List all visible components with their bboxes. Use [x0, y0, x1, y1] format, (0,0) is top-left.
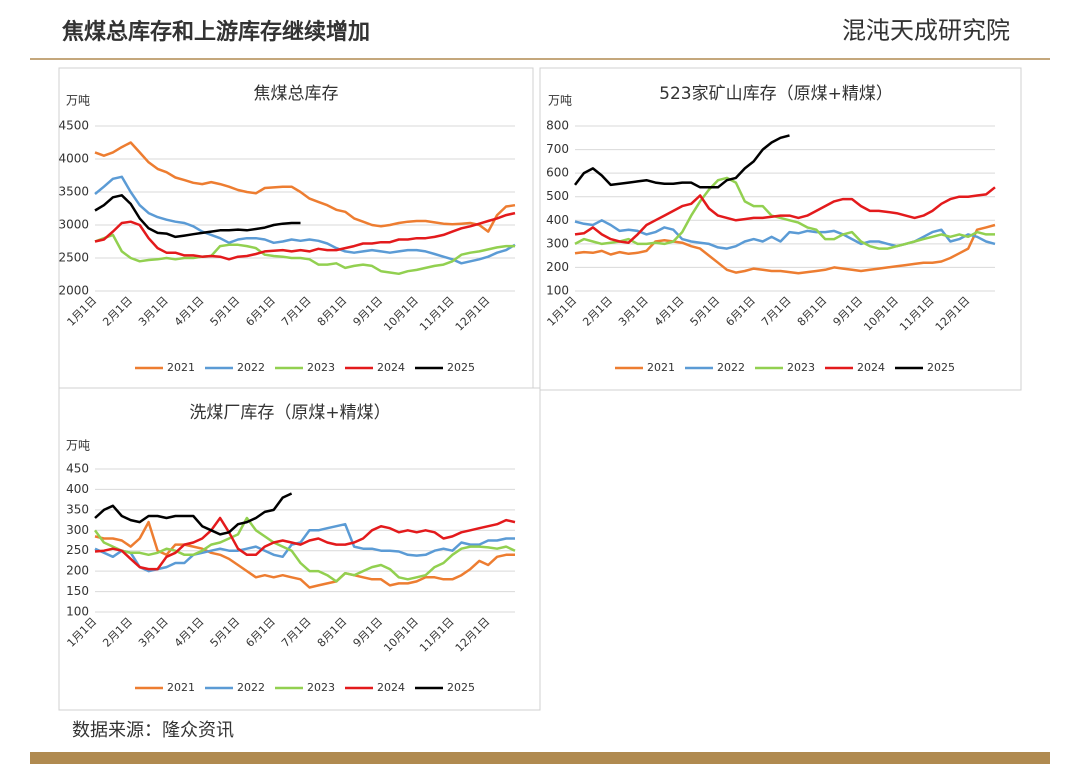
legend-label: 2021 — [167, 681, 195, 694]
y-tick-label: 300 — [546, 236, 569, 250]
y-tick-label: 100 — [546, 284, 569, 298]
legend-label: 2021 — [647, 361, 675, 374]
y-tick-label: 100 — [66, 605, 89, 619]
series-line — [574, 176, 995, 250]
series-line — [574, 223, 996, 275]
y-unit: 万吨 — [66, 94, 90, 108]
footer-bar — [30, 752, 1050, 764]
y-tick-label: 800 — [546, 119, 569, 133]
series-line — [94, 522, 515, 573]
y-tick-label: 700 — [546, 142, 569, 156]
series-line — [94, 233, 515, 276]
y-tick-label: 400 — [546, 213, 569, 227]
page-title: 焦煤总库存和上游库存继续增加 — [61, 19, 370, 45]
legend-label: 2025 — [447, 681, 475, 694]
legend-label: 2025 — [927, 361, 955, 374]
chart-title: 洗煤厂库存（原煤+精煤） — [189, 403, 390, 423]
chart-frame — [58, 67, 534, 389]
y-tick-label: 300 — [66, 523, 89, 537]
legend-label: 2023 — [307, 681, 335, 694]
series-line — [94, 194, 301, 239]
legend-label: 2025 — [447, 361, 475, 374]
series-line — [94, 141, 516, 233]
y-tick-label: 600 — [546, 166, 569, 180]
series-line — [94, 175, 516, 265]
legend-label: 2022 — [717, 361, 745, 374]
y-tick-label: 200 — [66, 564, 89, 578]
legend-label: 2022 — [237, 361, 265, 374]
y-tick-label: 2000 — [58, 284, 89, 298]
chart-title: 523家矿山库存（原煤+精煤） — [659, 84, 893, 104]
y-tick-label: 3500 — [58, 185, 89, 199]
legend-label: 2023 — [787, 361, 815, 374]
y-tick-label: 200 — [546, 260, 569, 274]
logo-box — [826, 12, 1026, 50]
y-tick-label: 150 — [66, 584, 89, 598]
series-line — [94, 211, 516, 261]
source-note: 数据来源：隆众资讯 — [72, 720, 234, 741]
y-tick-label: 4000 — [58, 152, 89, 166]
y-unit: 万吨 — [66, 439, 90, 453]
series-line — [574, 219, 996, 250]
y-tick-label: 2500 — [58, 251, 89, 265]
logo: 混沌天成研究院 — [842, 17, 1010, 45]
series-line — [94, 520, 515, 589]
chart-frame — [539, 67, 1022, 391]
chart-frame — [58, 387, 541, 711]
y-unit: 万吨 — [548, 94, 572, 108]
series-line — [94, 492, 293, 536]
y-tick-label: 3000 — [58, 218, 89, 232]
legend-label: 2023 — [307, 361, 335, 374]
series-line — [93, 516, 516, 583]
legend-label: 2024 — [857, 361, 885, 374]
y-tick-label: 250 — [66, 543, 89, 557]
legend-label: 2021 — [167, 361, 195, 374]
y-tick-label: 350 — [66, 502, 89, 516]
chart-title: 焦煤总库存 — [254, 84, 339, 104]
y-tick-label: 4500 — [58, 119, 89, 133]
series-line — [574, 134, 790, 189]
y-tick-label: 500 — [546, 189, 569, 203]
series-line — [574, 186, 996, 244]
legend-label: 2024 — [377, 681, 405, 694]
legend-label: 2022 — [237, 681, 265, 694]
series-line — [94, 516, 516, 571]
legend-label: 2024 — [377, 361, 405, 374]
y-tick-label: 450 — [66, 462, 89, 476]
y-tick-label: 400 — [66, 482, 89, 496]
